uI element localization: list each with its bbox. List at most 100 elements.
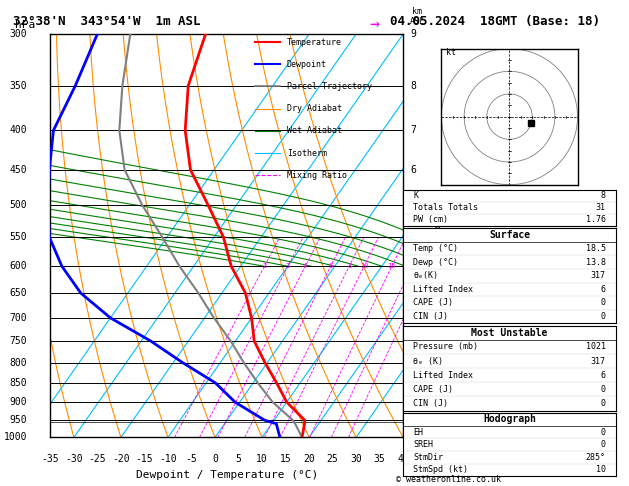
Text: 0: 0: [601, 298, 606, 307]
Text: 10: 10: [360, 263, 369, 269]
Text: PW (cm): PW (cm): [413, 215, 448, 225]
Text: 3: 3: [410, 261, 416, 271]
Text: EH: EH: [413, 428, 423, 436]
Text: 4: 4: [303, 263, 308, 269]
Text: Totals Totals: Totals Totals: [413, 203, 478, 212]
Text: Hodograph: Hodograph: [483, 415, 536, 424]
Text: Lifted Index: Lifted Index: [413, 371, 473, 380]
Text: Mixing Ratio: Mixing Ratio: [287, 171, 347, 180]
Text: 25: 25: [326, 453, 338, 464]
Text: CIN (J): CIN (J): [413, 399, 448, 408]
Text: Isotherm: Isotherm: [287, 149, 326, 157]
Text: 6: 6: [328, 263, 333, 269]
Text: -20: -20: [112, 453, 130, 464]
Text: -15: -15: [136, 453, 153, 464]
Text: StmDir: StmDir: [413, 453, 443, 462]
Text: 10: 10: [256, 453, 268, 464]
Text: 600: 600: [10, 261, 28, 271]
Text: 1.76: 1.76: [586, 215, 606, 225]
Text: →: →: [369, 15, 379, 34]
Text: 5: 5: [236, 453, 242, 464]
Text: 1: 1: [410, 358, 416, 367]
Text: 450: 450: [10, 165, 28, 175]
Text: 750: 750: [10, 336, 28, 346]
Text: 2: 2: [262, 263, 267, 269]
Text: θₑ (K): θₑ (K): [413, 357, 443, 365]
Text: Dewp (°C): Dewp (°C): [413, 258, 459, 267]
Text: 8: 8: [410, 81, 416, 91]
Text: -30: -30: [65, 453, 82, 464]
Text: 650: 650: [10, 288, 28, 298]
Text: 6: 6: [601, 371, 606, 380]
Text: Most Unstable: Most Unstable: [471, 328, 548, 338]
Text: θₑ(K): θₑ(K): [413, 271, 438, 280]
Text: 15: 15: [280, 453, 291, 464]
Text: 15: 15: [387, 263, 396, 269]
Text: -5: -5: [186, 453, 198, 464]
Text: Lifted Index: Lifted Index: [413, 285, 473, 294]
Text: 317: 317: [591, 357, 606, 365]
Text: km
ASL: km ASL: [410, 6, 425, 26]
Text: CAPE (J): CAPE (J): [413, 298, 454, 307]
Text: 0: 0: [601, 440, 606, 449]
Text: 900: 900: [10, 397, 28, 407]
Text: -25: -25: [89, 453, 106, 464]
Text: 500: 500: [10, 200, 28, 210]
Text: © weatheronline.co.uk: © weatheronline.co.uk: [396, 474, 501, 484]
Text: 0: 0: [601, 399, 606, 408]
Text: 30: 30: [350, 453, 362, 464]
Text: 13.8: 13.8: [586, 258, 606, 267]
Text: 850: 850: [10, 378, 28, 388]
Text: 950: 950: [10, 415, 28, 425]
Text: CAPE (J): CAPE (J): [413, 385, 454, 394]
Text: 700: 700: [10, 313, 28, 323]
Text: 550: 550: [10, 232, 28, 242]
Text: 9: 9: [410, 29, 416, 39]
Text: 18.5: 18.5: [586, 244, 606, 253]
Text: 7: 7: [410, 125, 416, 136]
Text: CIN (J): CIN (J): [413, 312, 448, 321]
Text: 1021: 1021: [586, 342, 606, 351]
Text: 10: 10: [596, 466, 606, 474]
Text: hPa: hPa: [16, 20, 36, 30]
Text: 0: 0: [601, 385, 606, 394]
Text: SREH: SREH: [413, 440, 433, 449]
Text: 350: 350: [10, 81, 28, 91]
Text: 8: 8: [601, 191, 606, 200]
Text: 4: 4: [410, 232, 416, 242]
Text: 6: 6: [410, 165, 416, 175]
Text: Wet Adiabat: Wet Adiabat: [287, 126, 342, 135]
Text: 32°38'N  343°54'W  1m ASL: 32°38'N 343°54'W 1m ASL: [13, 15, 200, 28]
Text: 2: 2: [410, 313, 416, 323]
Text: Temperature: Temperature: [287, 37, 342, 47]
Text: 6: 6: [601, 285, 606, 294]
Text: LCL: LCL: [410, 398, 425, 407]
Text: 35: 35: [374, 453, 386, 464]
Text: K: K: [413, 191, 418, 200]
Text: Pressure (mb): Pressure (mb): [413, 342, 478, 351]
Text: Dewpoint / Temperature (°C): Dewpoint / Temperature (°C): [136, 469, 318, 480]
Text: 04.05.2024  18GMT (Base: 18): 04.05.2024 18GMT (Base: 18): [390, 15, 600, 28]
Text: kt: kt: [446, 49, 456, 57]
Text: Temp (°C): Temp (°C): [413, 244, 459, 253]
Text: -35: -35: [42, 453, 59, 464]
Text: 0: 0: [212, 453, 218, 464]
Text: 0: 0: [601, 312, 606, 321]
Text: 31: 31: [596, 203, 606, 212]
Text: 300: 300: [10, 29, 28, 39]
Text: 1000: 1000: [4, 433, 28, 442]
Text: 285°: 285°: [586, 453, 606, 462]
Text: 317: 317: [591, 271, 606, 280]
Text: Mixing Ratio (g/kg): Mixing Ratio (g/kg): [434, 188, 443, 283]
Text: Dry Adiabat: Dry Adiabat: [287, 104, 342, 113]
Text: Parcel Trajectory: Parcel Trajectory: [287, 82, 372, 91]
Text: Surface: Surface: [489, 230, 530, 240]
Text: 3: 3: [286, 263, 290, 269]
Text: 8: 8: [347, 263, 352, 269]
Text: 400: 400: [10, 125, 28, 136]
Text: 0: 0: [601, 428, 606, 436]
Text: -10: -10: [159, 453, 177, 464]
Text: 40: 40: [398, 453, 409, 464]
Text: 20: 20: [303, 453, 315, 464]
Text: StmSpd (kt): StmSpd (kt): [413, 466, 468, 474]
